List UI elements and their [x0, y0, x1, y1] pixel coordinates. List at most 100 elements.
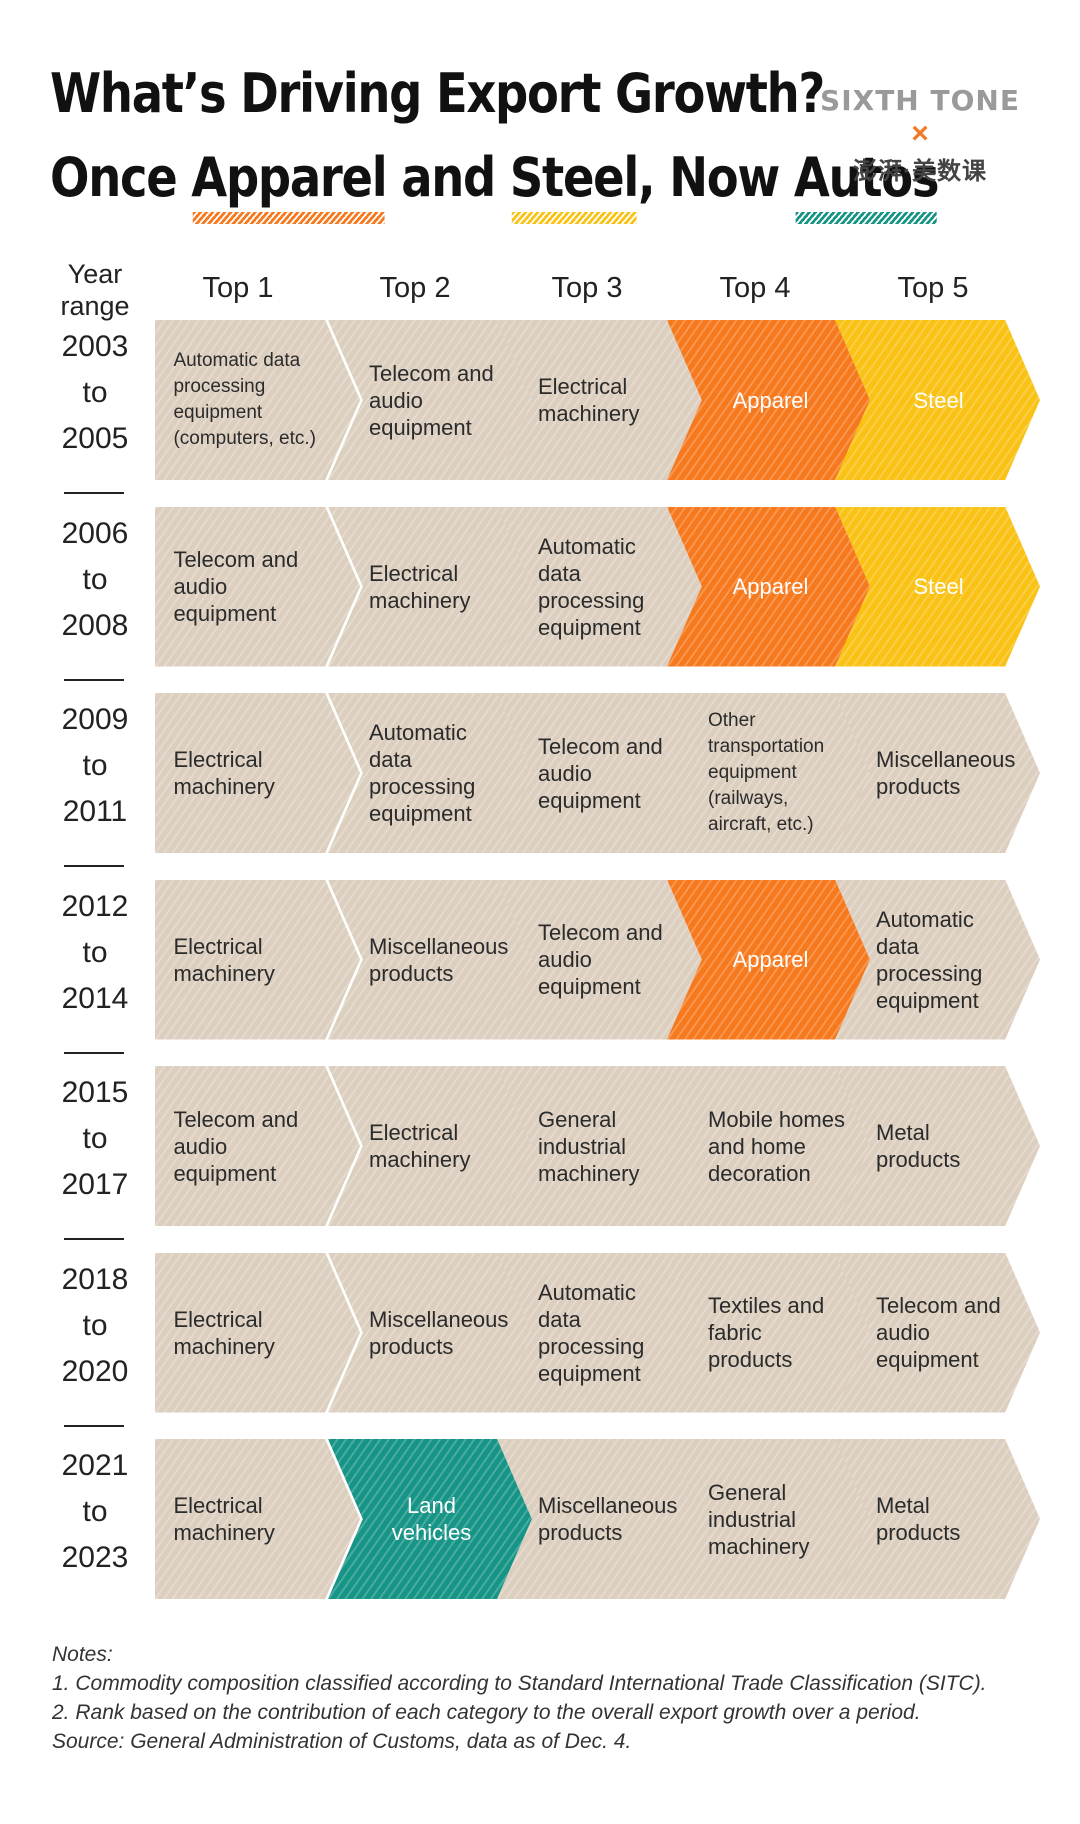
- header-top-1: Top 1: [202, 272, 274, 304]
- category-label: General industrial machinery: [538, 1106, 640, 1186]
- category-label: Automatic data processing equipment: [538, 1279, 645, 1386]
- brand-logo: SIXTH TONE × 澎湃·美数课: [820, 84, 1020, 186]
- year-range-part: 2009: [61, 703, 129, 736]
- year-divider: [64, 678, 124, 681]
- year-range-part: 2006: [61, 516, 129, 550]
- header-top-5: Top 5: [897, 272, 969, 304]
- year-divider: [64, 865, 124, 867]
- chevron-cell-apparel: Apparel: [667, 320, 872, 480]
- category-label: Metal products: [876, 1493, 961, 1545]
- notes-block: Notes: 1. Commodity composition classifi…: [52, 1640, 1052, 1756]
- chevron-cell-category: Telecom and audio equipment: [155, 506, 360, 667]
- header-top-4: Top 4: [719, 272, 791, 304]
- table-row: 2018 to 2020 Electrical machinery Miscellane…: [0, 1252, 1080, 1427]
- year-divider: [64, 1238, 124, 1240]
- category-label: Electrical machinery: [173, 1493, 275, 1545]
- title-line-1: What’s Driving Export Growth?: [50, 62, 825, 125]
- brand-cross-icon: ×: [911, 117, 929, 150]
- year-divider: [64, 1051, 124, 1054]
- chevron-cell-category: Electrical machinery: [155, 1439, 360, 1599]
- category-label: Electrical machinery: [173, 933, 275, 986]
- year-range-label: 2009 to 2011: [40, 697, 150, 835]
- chevron-cell-category: Electrical machinery: [328, 1066, 533, 1226]
- category-label: Steel: [913, 387, 964, 413]
- category-label: Electrical machinery: [538, 374, 640, 426]
- year-range-part: to: [82, 1495, 108, 1528]
- category-label: Apparel: [732, 947, 809, 972]
- chevron-cell-category: Automatic data processing equipment (com…: [155, 320, 360, 480]
- category-label: Telecom and audio equipment: [876, 1293, 1001, 1372]
- note-2: 2. Rank based on the contribution of eac…: [52, 1701, 921, 1724]
- title-highlight-apparel: Apparel: [191, 136, 388, 224]
- chevron-cell-autos: Land vehicles: [328, 1439, 533, 1599]
- chevron-cell-category: Electrical machinery: [155, 693, 360, 853]
- category-label: Automatic data processing equipment: [538, 533, 645, 640]
- category-label: Automatic data processing equipment: [369, 720, 476, 826]
- table-row: 2006 to 2008 Telecom and audio equipment Ele…: [0, 506, 1080, 681]
- category-label: Apparel: [732, 387, 809, 413]
- chevron-cell-category: Electrical machinery: [328, 506, 533, 667]
- year-range-part: 2021: [61, 1449, 129, 1482]
- year-range-part: to: [82, 562, 108, 596]
- category-label: Textiles and fabric products: [708, 1293, 825, 1372]
- year-range-label: 2021 to 2023: [40, 1443, 150, 1581]
- title-highlight-autos: Autos: [794, 136, 940, 224]
- year-range-part: 2023: [61, 1541, 129, 1574]
- title-part-now: , Now: [637, 146, 794, 209]
- category-label: Mobile homes and home decoration: [708, 1106, 845, 1186]
- year-range-part: 2020: [61, 1354, 129, 1388]
- year-range-part: 2008: [61, 608, 129, 642]
- category-label: Electrical machinery: [173, 747, 275, 799]
- year-range-label: 2015 to 2017: [40, 1070, 150, 1208]
- title-highlight-steel: Steel: [510, 136, 639, 224]
- table-row: 2015 to 2017 Telecom and audio equipment Ele…: [0, 1066, 1080, 1240]
- year-range-label: 2006 to 2008: [40, 511, 150, 649]
- table-row: 2012 to 2014 Electrical machinery Miscellane…: [0, 879, 1080, 1054]
- category-label: Land vehicles: [391, 1493, 472, 1545]
- year-range-part: 2018: [61, 1262, 129, 1296]
- year-divider: [64, 1424, 124, 1427]
- year-range-part: to: [82, 1308, 108, 1342]
- category-label: Metal products: [876, 1120, 961, 1172]
- chevron-cell-category: Telecom and audio equipment: [497, 879, 702, 1040]
- year-range-part: to: [82, 376, 108, 409]
- source-note: Source: General Administration of Custom…: [52, 1730, 632, 1753]
- category-label: Steel: [913, 574, 964, 599]
- header-top-3: Top 3: [551, 272, 623, 304]
- year-range-label: 2018 to 2020: [40, 1257, 150, 1395]
- title-part-once: Once: [50, 146, 192, 209]
- chevron-cell-category: Electrical machinery: [155, 879, 360, 1040]
- category-label: Miscellaneous products: [876, 747, 1016, 799]
- category-label: Other transportation equipment (railways…: [708, 710, 825, 835]
- category-label: Apparel: [732, 574, 809, 599]
- category-label: Telecom and audio equipment: [538, 733, 663, 813]
- year-range-part: 2011: [62, 795, 128, 828]
- header-year-range: Year range: [60, 259, 130, 321]
- page-title: What’s Driving Export Growth? Once Appar…: [50, 52, 940, 224]
- chevron-cell-category: Electrical machinery: [155, 1252, 360, 1413]
- header-top-2: Top 2: [379, 272, 451, 304]
- category-label: Electrical machinery: [369, 1120, 471, 1172]
- year-range-part: 2012: [61, 889, 129, 923]
- year-range-part: 2005: [61, 422, 129, 455]
- brand-name: SIXTH TONE: [820, 84, 1020, 117]
- category-label: Telecom and audio equipment: [173, 1106, 299, 1186]
- category-label: Automatic data processing equipment: [876, 906, 983, 1013]
- year-range-part: to: [82, 1122, 108, 1155]
- category-label: Automatic data processing equipment (com…: [173, 350, 316, 449]
- category-label: Electrical machinery: [369, 560, 471, 613]
- title-line-2: Once Apparel and Steel, Now Autos: [50, 136, 940, 224]
- category-label: General industrial machinery: [708, 1479, 810, 1559]
- year-range-part: to: [82, 935, 108, 969]
- notes-heading: Notes:: [52, 1643, 113, 1666]
- year-range-part: 2017: [61, 1168, 129, 1201]
- title-part-and: and: [386, 146, 510, 209]
- year-range-label: 2003 to 2005: [40, 324, 150, 462]
- category-label: Miscellaneous products: [369, 1306, 509, 1359]
- category-label: Telecom and audio equipment: [369, 360, 494, 440]
- category-label: Miscellaneous products: [538, 1493, 678, 1545]
- table-row: 2021 to 2023 Electrical machinery Land vehic…: [0, 1439, 1080, 1599]
- table-header: Year range Top 1 Top 2 Top 3 Top 4 Top 5: [0, 258, 1080, 328]
- note-1: 1. Commodity composition classified acco…: [52, 1672, 987, 1695]
- year-range-part: 2003: [61, 330, 129, 363]
